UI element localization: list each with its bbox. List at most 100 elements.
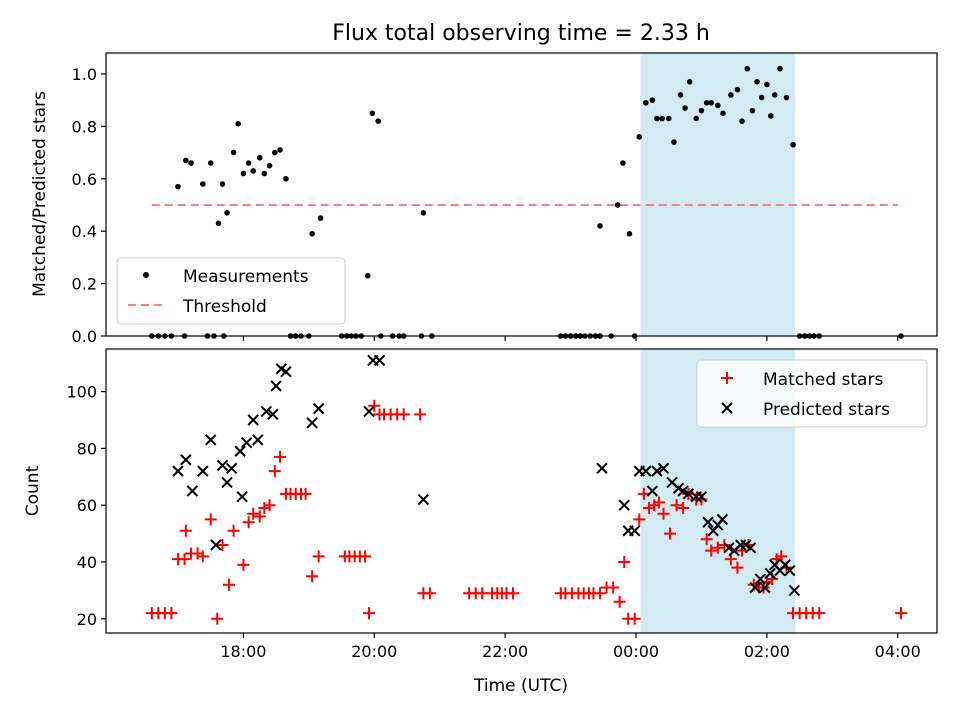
matched-star-point xyxy=(204,513,217,526)
predicted-star-point xyxy=(267,408,279,421)
y-tick-label: 20 xyxy=(77,610,97,629)
matched-star-point xyxy=(253,510,266,523)
predicted-star-point xyxy=(682,488,695,500)
matched-star-point xyxy=(306,570,319,583)
predicted-star-point xyxy=(252,434,264,446)
bottom-y-axis-label: Count xyxy=(23,465,43,516)
measurement-point xyxy=(643,99,649,106)
x-tick-label: 20:00 xyxy=(351,642,397,661)
measurement-point xyxy=(175,183,181,190)
matched-star-point xyxy=(670,499,683,512)
measurement-point xyxy=(235,120,241,127)
measurement-point xyxy=(261,170,268,177)
matched-star-point xyxy=(633,513,646,526)
predicted-star-point xyxy=(172,465,184,477)
predicted-star-point xyxy=(225,462,238,474)
predicted-star-point xyxy=(784,564,796,577)
measurement-point xyxy=(659,115,665,122)
measurement-point xyxy=(768,113,774,119)
measurement-point xyxy=(636,134,643,140)
x-tick-label: 22:00 xyxy=(482,642,528,661)
matched-star-point xyxy=(677,502,690,515)
matched-star-point xyxy=(718,538,731,551)
top-legend: Measurements Threshold xyxy=(116,257,346,325)
matched-star-point xyxy=(191,547,204,560)
predicted-star-point xyxy=(640,465,652,477)
measurement-point xyxy=(739,118,745,124)
x-axis-label: Time (UTC) xyxy=(473,676,568,696)
measurement-point xyxy=(277,147,283,153)
measurement-point xyxy=(626,231,633,237)
bottom-legend-box xyxy=(696,359,928,428)
measurement-point xyxy=(693,115,700,122)
matched-star-point xyxy=(700,533,713,546)
predicted-star-point xyxy=(695,490,708,503)
matched-star-point xyxy=(179,524,192,537)
matched-star-point xyxy=(664,527,677,540)
predicted-stars-series xyxy=(172,354,801,597)
y-tick-label: 0.6 xyxy=(72,170,97,189)
x-tick-label: 04:00 xyxy=(875,642,921,661)
matched-star-point xyxy=(895,607,908,620)
y-tick-label: 60 xyxy=(77,496,97,515)
measurement-point xyxy=(207,160,214,166)
bottom-x-axis: 18:00 20:00 22:00 00:00 02:00 04:00 xyxy=(220,633,921,661)
predicted-star-point xyxy=(646,485,659,497)
predicted-star-point xyxy=(734,539,747,551)
y-tick-label: 80 xyxy=(77,439,97,458)
predicted-star-point xyxy=(312,402,325,415)
legend-matched-marker xyxy=(721,372,733,384)
top-highlight-span xyxy=(640,53,796,336)
bottom-panel: 20 40 60 80 100 18:00 20:00 22:00 00:00 02:00 04:… xyxy=(23,348,938,696)
top-y-axis-label: Matched/Predicted stars xyxy=(30,91,50,297)
predicted-star-point xyxy=(749,581,761,594)
measurement-point xyxy=(783,94,790,101)
x-tick-label: 00:00 xyxy=(613,642,659,661)
predicted-star-point xyxy=(702,516,714,528)
matched-star-point xyxy=(216,538,229,551)
y-tick-label: 0.0 xyxy=(72,327,97,346)
measurement-point xyxy=(758,94,765,101)
legend-measurements-marker xyxy=(143,272,149,278)
bottom-plot-frame xyxy=(105,348,938,634)
measurement-point xyxy=(620,160,626,166)
matched-star-point xyxy=(258,502,271,515)
measurement-point xyxy=(369,110,376,117)
measurement-point xyxy=(266,162,273,169)
matched-star-point xyxy=(628,612,641,625)
matched-star-point xyxy=(594,587,607,600)
measurements-series xyxy=(149,65,904,339)
measurement-point xyxy=(720,110,726,117)
legend-matched-label: Matched stars xyxy=(763,370,883,390)
measurement-point xyxy=(665,115,672,122)
measurement-point xyxy=(754,79,760,85)
predicted-star-point xyxy=(363,405,375,418)
y-tick-label: 0.8 xyxy=(72,117,97,136)
matched-star-point xyxy=(299,487,312,500)
measurement-point xyxy=(677,92,684,98)
legend-predicted-marker xyxy=(721,402,733,414)
measurement-point xyxy=(698,107,705,114)
measurement-point xyxy=(200,181,206,187)
measurement-point xyxy=(420,210,427,216)
measurement-point xyxy=(245,160,252,166)
matched-star-point xyxy=(423,587,436,600)
predicted-star-point xyxy=(788,584,801,597)
measurement-point xyxy=(686,79,693,85)
measurement-point xyxy=(375,118,382,124)
matched-star-point xyxy=(813,607,826,620)
measurement-point xyxy=(614,202,621,208)
measurement-point xyxy=(771,92,778,98)
matched-star-point xyxy=(657,507,670,520)
matched-star-point xyxy=(227,524,240,537)
bottom-legend: Matched stars Predicted stars xyxy=(696,359,928,428)
matched-star-point xyxy=(618,556,631,568)
y-tick-label: 1.0 xyxy=(72,65,97,84)
matched-star-point xyxy=(731,561,744,574)
matched-star-point xyxy=(237,558,250,571)
predicted-star-point xyxy=(373,354,386,367)
predicted-star-point xyxy=(247,414,259,426)
x-tick-label: 18:00 xyxy=(220,642,266,661)
predicted-star-point xyxy=(270,380,282,392)
